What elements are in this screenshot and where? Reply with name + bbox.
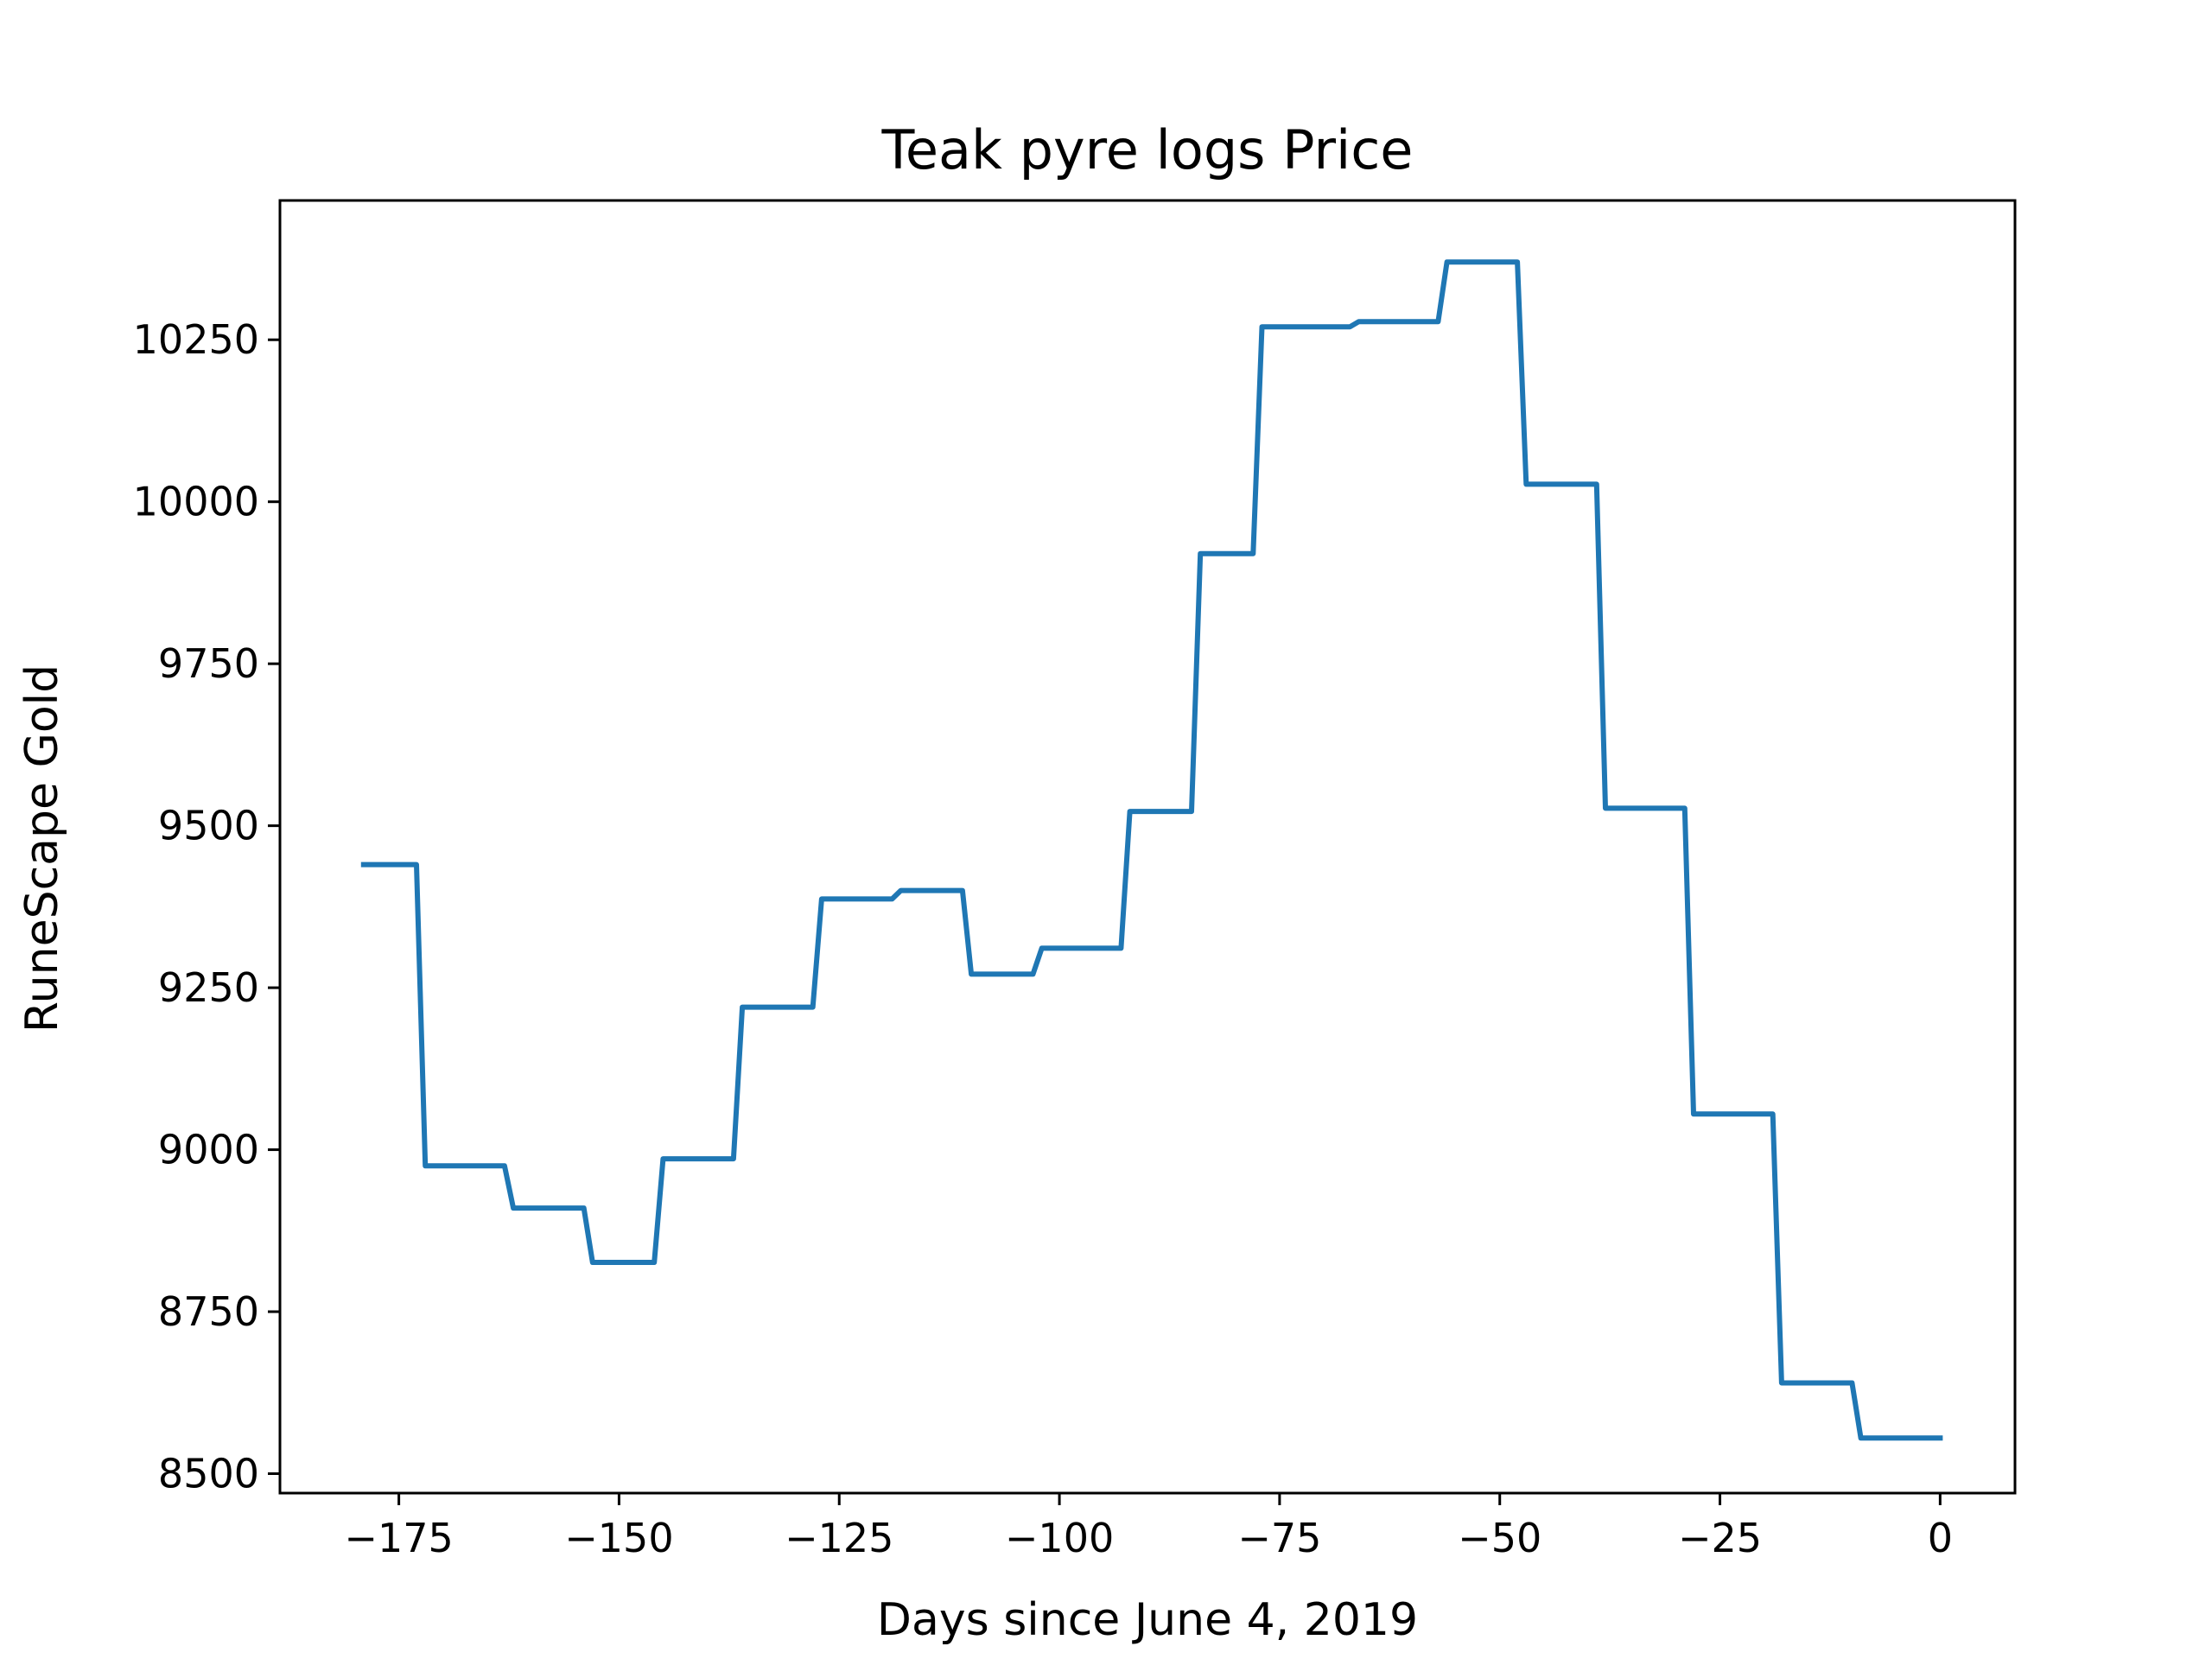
y-axis: 8500 8750 9000 9250 9500 9750 10000 10250 bbox=[133, 316, 280, 1497]
y-tick-label: 9500 bbox=[158, 803, 259, 849]
x-tick-label: −50 bbox=[1458, 1515, 1541, 1561]
y-tick-label: 9250 bbox=[158, 964, 259, 1011]
y-tick-label: 10000 bbox=[133, 479, 259, 525]
x-tick-label: −175 bbox=[344, 1515, 453, 1561]
y-tick-label: 8750 bbox=[158, 1288, 259, 1335]
chart-title: Teak pyre logs Price bbox=[881, 118, 1414, 181]
x-tick-label: −25 bbox=[1678, 1515, 1762, 1561]
x-tick-label: −100 bbox=[1005, 1515, 1114, 1561]
x-tick-label: −75 bbox=[1237, 1515, 1321, 1561]
x-axis: −175 −150 −125 −100 −75 −50 −25 0 bbox=[344, 1493, 1953, 1561]
price-series-line bbox=[360, 259, 1943, 1441]
y-tick-label: 9750 bbox=[158, 640, 259, 687]
y-tick-label: 9000 bbox=[158, 1127, 259, 1173]
plot-frame bbox=[278, 199, 2017, 1495]
y-axis-label: RuneScape Gold bbox=[16, 664, 68, 1033]
y-tick-label: 10250 bbox=[133, 316, 259, 363]
x-axis-label: Days since June 4, 2019 bbox=[877, 1594, 1418, 1646]
x-tick-label: 0 bbox=[1928, 1515, 1953, 1561]
x-tick-label: −125 bbox=[785, 1515, 893, 1561]
y-tick-label: 8500 bbox=[158, 1451, 259, 1497]
x-tick-label: −150 bbox=[564, 1515, 673, 1561]
plot-area bbox=[360, 259, 1943, 1441]
